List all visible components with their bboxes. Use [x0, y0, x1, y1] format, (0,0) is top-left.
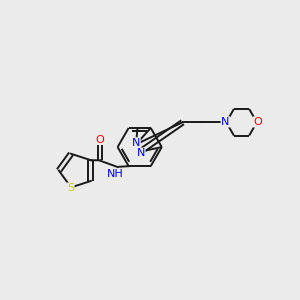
- Text: NH: NH: [107, 169, 124, 179]
- Text: N: N: [136, 148, 145, 158]
- Text: N: N: [221, 117, 230, 127]
- Text: S: S: [67, 183, 74, 193]
- Text: O: O: [254, 117, 262, 127]
- Text: O: O: [96, 135, 104, 145]
- Text: N: N: [132, 138, 140, 148]
